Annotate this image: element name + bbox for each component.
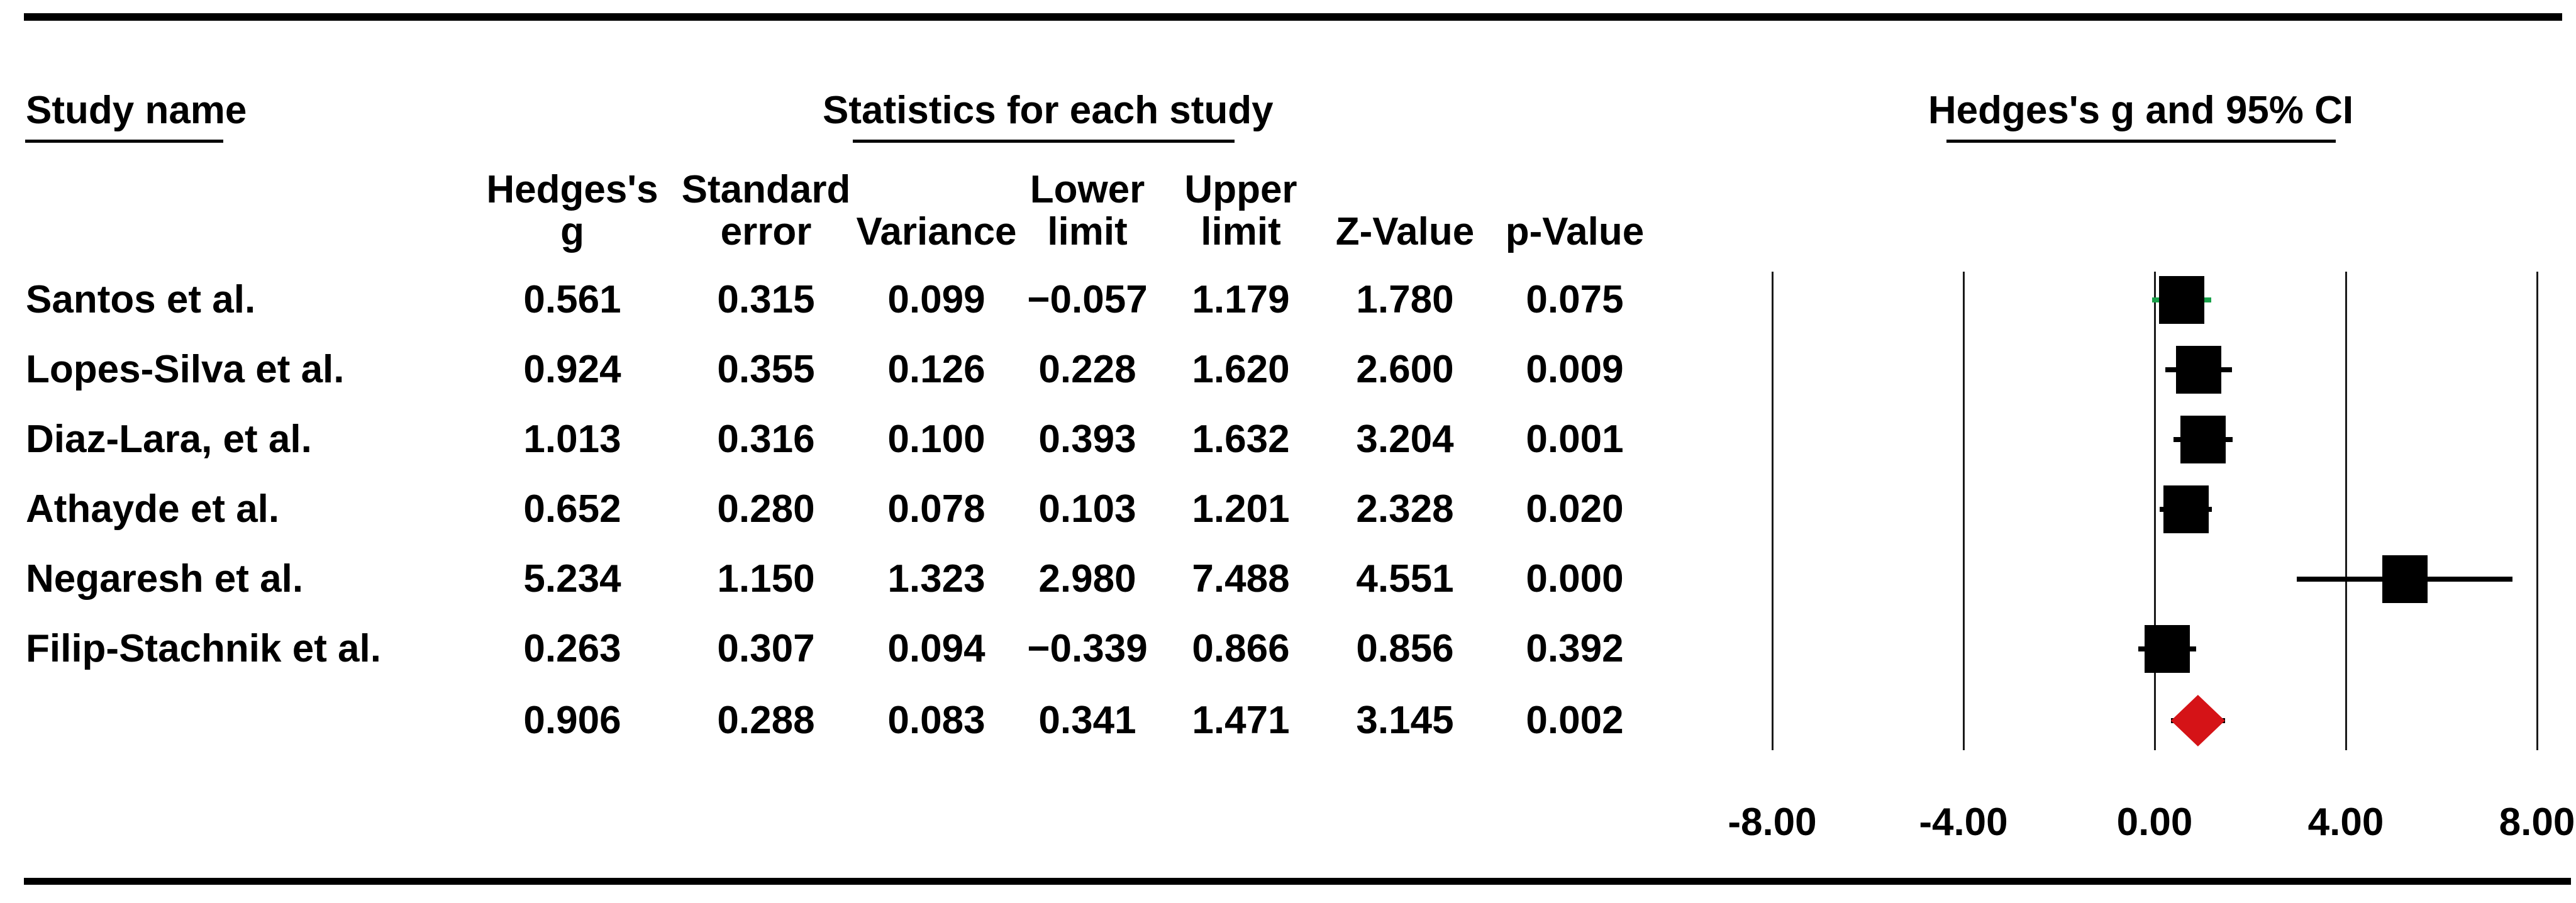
- axis-tick-label: -4.00: [1919, 801, 2008, 844]
- stats-group-header: Statistics for each study: [823, 89, 1274, 132]
- stat-cell: 1.150: [717, 557, 815, 601]
- column-header-line: error: [720, 210, 812, 253]
- stat-cell: 0.393: [1038, 418, 1136, 461]
- column-header-line: Standard: [681, 168, 851, 211]
- column-header-line: limit: [1201, 210, 1281, 253]
- study-name-underline: [25, 140, 223, 143]
- column-header-upper-limit: Upper limit: [1115, 158, 1367, 253]
- stat-cell: 0.020: [1526, 487, 1624, 531]
- stat-cell: 1.323: [887, 557, 985, 601]
- gridline: [2345, 272, 2347, 750]
- stat-cell: 0.083: [887, 699, 985, 742]
- ci-group-header: Hedges's g and 95% CI: [1928, 89, 2354, 132]
- stat-cell: 0.078: [887, 487, 985, 531]
- stat-cell: 0.100: [887, 418, 985, 461]
- stat-cell: 0.355: [717, 348, 815, 391]
- column-header-variance: Variance: [811, 158, 1062, 253]
- study-name-cell: Lopes-Silva et al.: [26, 348, 345, 391]
- axis-tick-label: 0.00: [2116, 801, 2193, 844]
- stat-cell: 0.316: [717, 418, 815, 461]
- column-header-standard-error: Standard error: [640, 158, 892, 253]
- column-header-line: limit: [1047, 210, 1128, 253]
- axis-tick-label: -8.00: [1728, 801, 1817, 844]
- top-border-rule: [24, 13, 2562, 21]
- study-name-cell: Negaresh et al.: [26, 557, 304, 601]
- stat-cell: 0.002: [1526, 699, 1624, 742]
- ci-group-underline: [1946, 140, 2336, 143]
- column-header-line: Hedges's: [486, 168, 658, 211]
- gridline: [2154, 272, 2156, 750]
- stat-cell: 1.179: [1192, 278, 1290, 321]
- stat-cell: 7.488: [1192, 557, 1290, 601]
- study-name-cell: Santos et al.: [26, 278, 256, 321]
- stat-cell: 2.980: [1038, 557, 1136, 601]
- study-name-cell: Athayde et al.: [26, 487, 280, 531]
- stat-cell: 0.315: [717, 278, 815, 321]
- stat-cell: 0.228: [1038, 348, 1136, 391]
- study-effect-square: [2144, 625, 2190, 673]
- study-name-cell: Filip-Stachnik et al.: [26, 627, 381, 670]
- stat-cell: 0.341: [1038, 699, 1136, 742]
- study-effect-square: [2163, 485, 2209, 533]
- stats-group-underline: [853, 140, 1235, 143]
- stat-cell: 0.652: [523, 487, 621, 531]
- stat-cell: 0.000: [1526, 557, 1624, 601]
- stat-cell: 0.075: [1526, 278, 1624, 321]
- column-header-line: Upper: [1184, 168, 1297, 211]
- stat-cell: 0.906: [523, 699, 621, 742]
- stat-cell: 1.471: [1192, 699, 1290, 742]
- gridline: [2536, 272, 2538, 750]
- stat-cell: 1.201: [1192, 487, 1290, 531]
- stat-cell: 0.103: [1038, 487, 1136, 531]
- bottom-border-rule: [24, 878, 2571, 885]
- column-header-line: Lower: [1030, 168, 1145, 211]
- stat-cell: 5.234: [523, 557, 621, 601]
- stat-cell: 0.126: [887, 348, 985, 391]
- stat-cell: 0.392: [1526, 627, 1624, 670]
- stat-cell: 0.866: [1192, 627, 1290, 670]
- axis-tick-label: 4.00: [2307, 801, 2384, 844]
- stat-cell: 1.632: [1192, 418, 1290, 461]
- stat-cell: 0.001: [1526, 418, 1624, 461]
- stat-cell: 0.280: [717, 487, 815, 531]
- column-header-lower-limit: Lower limit: [962, 158, 1213, 253]
- column-header-line: Z-Value: [1335, 210, 1475, 253]
- study-effect-square: [2176, 346, 2222, 394]
- stat-cell: 0.561: [523, 278, 621, 321]
- axis-tick-label: 8.00: [2499, 801, 2575, 844]
- column-header-hedgess-g: Hedges's g: [447, 158, 698, 253]
- stat-cell: 2.328: [1356, 487, 1454, 531]
- stat-cell: 1.620: [1192, 348, 1290, 391]
- gridline: [1772, 272, 1774, 750]
- stat-cell: −0.057: [1027, 278, 1148, 321]
- column-header-line: g: [560, 210, 584, 253]
- column-header-z-value: Z-Value: [1279, 158, 1531, 253]
- stat-cell: 0.924: [523, 348, 621, 391]
- study-effect-square: [2180, 416, 2226, 463]
- stat-cell: −0.339: [1027, 627, 1148, 670]
- stat-cell: 0.094: [887, 627, 985, 670]
- column-header-p-value: p-Value: [1449, 158, 1701, 253]
- stat-cell: 0.263: [523, 627, 621, 670]
- study-effect-square: [2382, 555, 2428, 603]
- study-name-cell: Diaz-Lara, et al.: [26, 418, 312, 461]
- stat-cell: 1.780: [1356, 278, 1454, 321]
- stat-cell: 0.009: [1526, 348, 1624, 391]
- stat-cell: 2.600: [1356, 348, 1454, 391]
- stat-cell: 3.204: [1356, 418, 1454, 461]
- stat-cell: 0.288: [717, 699, 815, 742]
- stat-cell: 4.551: [1356, 557, 1454, 601]
- gridline: [1963, 272, 1965, 750]
- column-header-line: Variance: [856, 210, 1017, 253]
- stat-cell: 1.013: [523, 418, 621, 461]
- stat-cell: 0.856: [1356, 627, 1454, 670]
- column-header-line: p-Value: [1505, 210, 1645, 253]
- stat-cell: 0.307: [717, 627, 815, 670]
- study-effect-square: [2158, 276, 2204, 324]
- summary-diamond: [2170, 695, 2225, 746]
- stat-cell: 3.145: [1356, 699, 1454, 742]
- study-name-header: Study name: [26, 89, 247, 132]
- stat-cell: 0.099: [887, 278, 985, 321]
